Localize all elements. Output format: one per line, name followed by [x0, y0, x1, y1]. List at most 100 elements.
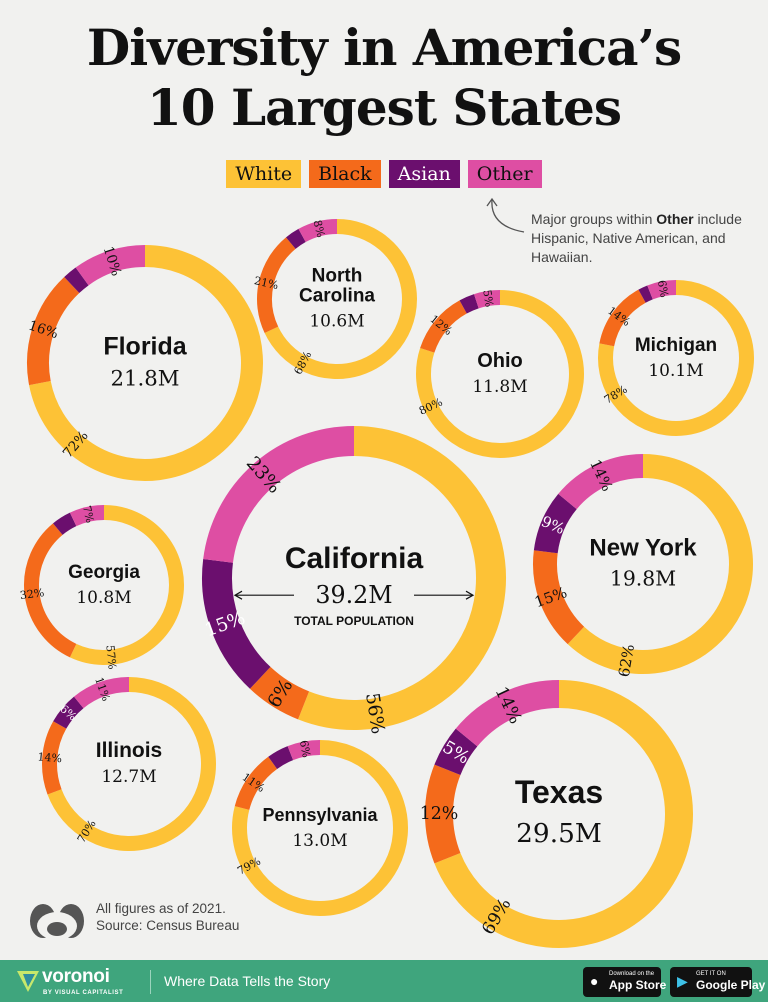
footer-divider — [150, 970, 151, 994]
curved-arrow-icon — [486, 197, 525, 233]
brand-name[interactable]: voronoi — [42, 966, 110, 987]
footnote: All figures as of 2021. Source: Census B… — [96, 900, 239, 934]
segment-asian — [64, 267, 89, 294]
segment-asian — [53, 696, 84, 729]
donut-center — [272, 234, 402, 364]
brand-sub: BY VISUAL CAPITALIST — [43, 990, 124, 996]
segment-label: 12% — [420, 804, 459, 824]
app-store-big: App Store — [609, 978, 667, 992]
google-play-big: Google Play — [696, 978, 766, 992]
segment-other — [455, 680, 560, 747]
note-text-end: include Hispanic, Native American, and H… — [531, 211, 742, 265]
donut-center — [453, 708, 665, 920]
segment-label: 6% — [297, 739, 313, 759]
segment-black — [24, 523, 77, 658]
segment-asian — [434, 728, 478, 776]
segment-white — [29, 245, 263, 481]
segment-label: 6% — [655, 279, 671, 299]
state-population: 10.6M — [309, 312, 364, 332]
state-population: 11.8M — [472, 377, 527, 397]
binoculars-logo-icon — [30, 904, 84, 940]
state-name: Florida — [103, 332, 187, 360]
segment-asian — [459, 294, 479, 314]
other-note: Major groups within Other include Hispan… — [531, 210, 761, 267]
segment-label: 62% — [615, 643, 638, 679]
state-population: 19.8M — [610, 567, 676, 591]
state-name: North — [312, 266, 363, 287]
segment-other — [203, 426, 355, 564]
segment-white — [434, 680, 693, 948]
donut-center — [613, 295, 739, 421]
legend-asian: Asian — [388, 160, 460, 188]
segment-asian — [202, 558, 271, 689]
segment-other — [74, 677, 130, 709]
state-name: Ohio — [477, 350, 523, 372]
segment-label: 57% — [103, 644, 118, 670]
state-population: 10.1M — [648, 361, 703, 381]
segment-black — [420, 300, 468, 353]
page-title: Diversity in America’s 10 Largest States — [0, 18, 768, 138]
segment-asian — [533, 493, 578, 554]
state-population: 13.0M — [292, 831, 347, 851]
segment-other — [647, 280, 677, 300]
state-name: Georgia — [68, 562, 140, 583]
state-name: Pennsylvania — [262, 805, 378, 825]
tagline: Where Data Tells the Story — [164, 973, 331, 989]
app-store-small: Download on the — [609, 971, 655, 977]
footnote-date: All figures as of 2021. — [96, 901, 226, 916]
donut-charts: 72%16%10%Florida21.8M68%21%8%NorthCaroli… — [19, 219, 754, 948]
google-play-small: GET IT ON — [696, 971, 726, 977]
donut-center — [49, 267, 241, 459]
segment-label: 14% — [37, 750, 62, 765]
segment-asian — [638, 285, 653, 303]
segment-label: 5% — [480, 289, 496, 308]
state-name: California — [285, 542, 424, 575]
segment-other — [558, 454, 644, 510]
segment-black — [42, 721, 67, 795]
legend: White Black Asian Other — [0, 160, 768, 188]
state-population: 12.7M — [101, 767, 156, 787]
app-store-button[interactable]: ● Download on the App Store — [583, 967, 667, 997]
play-icon: ▶ — [677, 973, 688, 989]
segment-black — [533, 550, 585, 645]
legend-white: White — [226, 160, 302, 188]
segment-white — [232, 740, 408, 916]
segment-other — [298, 219, 338, 243]
segment-white — [598, 280, 754, 436]
title-line-2: 10 Largest States — [147, 78, 622, 137]
apple-icon: ● — [590, 973, 599, 989]
segment-label: 32% — [19, 586, 45, 602]
google-play-button[interactable]: ▶ GET IT ON Google Play — [670, 967, 766, 997]
donut-center — [57, 692, 201, 836]
segment-label: 8% — [311, 219, 328, 239]
state-name: Texas — [515, 774, 603, 810]
title-line-1: Diversity in America’s — [86, 18, 682, 77]
state-name: Michigan — [635, 335, 717, 356]
segment-label: 21% — [253, 274, 280, 292]
segment-asian — [286, 228, 306, 250]
segment-black — [425, 764, 461, 864]
donut-georgia: 57% 32% 7% Georgia 10.8M — [19, 504, 184, 670]
segment-other — [75, 245, 146, 286]
donut-center — [39, 520, 169, 650]
state-name: Carolina — [299, 286, 375, 307]
arrowhead-right-icon — [465, 590, 475, 600]
donut-center — [247, 755, 393, 901]
segment-other — [69, 505, 105, 527]
footer: voronoi BY VISUAL CAPITALIST Where Data … — [0, 960, 768, 1002]
segment-white — [567, 454, 753, 674]
voronoi-logo-icon — [17, 971, 39, 992]
segment-black — [257, 237, 296, 334]
state-name: Illinois — [96, 739, 163, 762]
state-population: 21.8M — [110, 367, 179, 392]
note-bold: Other — [656, 211, 694, 227]
segment-black — [234, 756, 278, 811]
arrowhead-left-icon — [233, 590, 243, 600]
